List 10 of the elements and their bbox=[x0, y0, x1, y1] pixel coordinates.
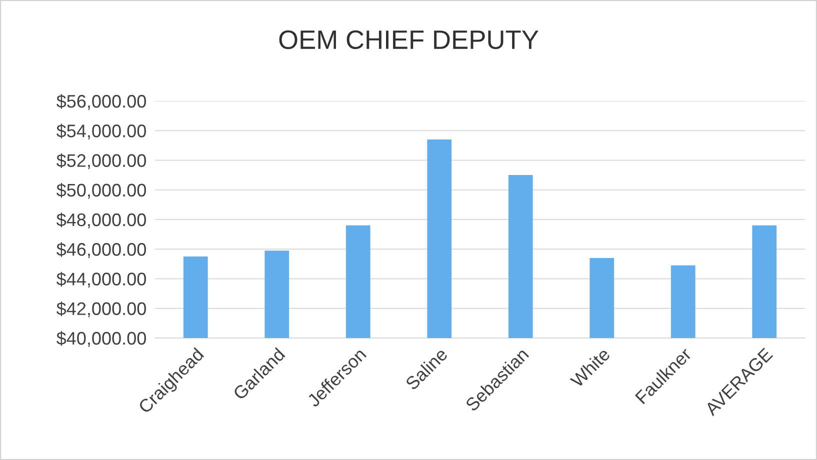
y-tick-label: $56,000.00 bbox=[56, 94, 146, 110]
y-tick-label: $48,000.00 bbox=[56, 212, 146, 228]
y-tick-label: $52,000.00 bbox=[56, 153, 146, 170]
y-tick-label: $46,000.00 bbox=[56, 242, 146, 258]
y-tick-label: $44,000.00 bbox=[56, 272, 146, 288]
y-tick-label: $50,000.00 bbox=[56, 183, 146, 199]
y-tick-label: $54,000.00 bbox=[56, 124, 146, 140]
y-tick-label: $42,000.00 bbox=[56, 302, 146, 318]
y-tick-label: $40,000.00 bbox=[56, 331, 146, 347]
chart-title: OEM CHIEF DEPUTY bbox=[279, 30, 538, 50]
